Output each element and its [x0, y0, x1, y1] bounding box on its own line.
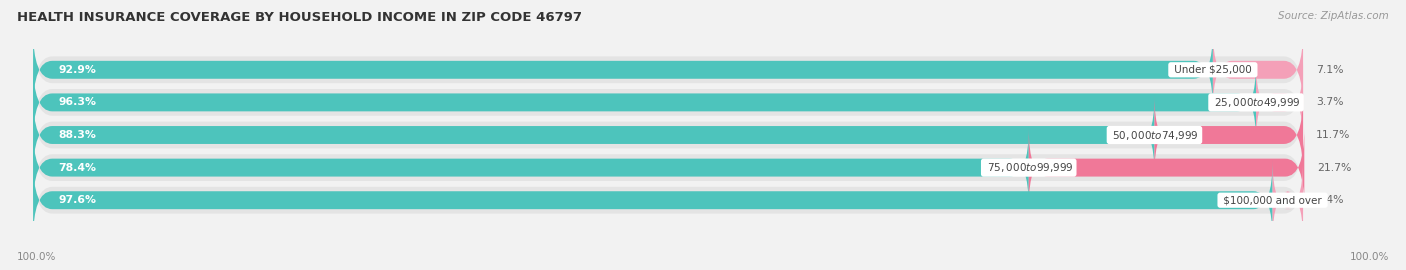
FancyBboxPatch shape [1213, 30, 1303, 110]
Text: Under $25,000: Under $25,000 [1171, 65, 1256, 75]
FancyBboxPatch shape [34, 95, 1154, 175]
Text: 92.9%: 92.9% [59, 65, 97, 75]
Text: 100.0%: 100.0% [1350, 252, 1389, 262]
Text: 78.4%: 78.4% [59, 163, 97, 173]
FancyBboxPatch shape [34, 30, 1213, 110]
Text: 96.3%: 96.3% [59, 97, 97, 107]
Text: 2.4%: 2.4% [1316, 195, 1343, 205]
FancyBboxPatch shape [34, 62, 1256, 142]
Text: 3.7%: 3.7% [1316, 97, 1343, 107]
FancyBboxPatch shape [34, 165, 1303, 236]
Text: 7.1%: 7.1% [1316, 65, 1343, 75]
Text: $25,000 to $49,999: $25,000 to $49,999 [1211, 96, 1301, 109]
Text: 21.7%: 21.7% [1317, 163, 1351, 173]
FancyBboxPatch shape [34, 128, 1029, 208]
Text: 97.6%: 97.6% [59, 195, 97, 205]
Text: Source: ZipAtlas.com: Source: ZipAtlas.com [1278, 11, 1389, 21]
FancyBboxPatch shape [1029, 128, 1305, 208]
Text: $100,000 and over: $100,000 and over [1220, 195, 1324, 205]
FancyBboxPatch shape [1154, 95, 1303, 175]
FancyBboxPatch shape [34, 99, 1303, 171]
Text: $75,000 to $99,999: $75,000 to $99,999 [984, 161, 1074, 174]
Text: 100.0%: 100.0% [17, 252, 56, 262]
FancyBboxPatch shape [34, 67, 1303, 138]
Text: HEALTH INSURANCE COVERAGE BY HOUSEHOLD INCOME IN ZIP CODE 46797: HEALTH INSURANCE COVERAGE BY HOUSEHOLD I… [17, 11, 582, 24]
FancyBboxPatch shape [1272, 160, 1303, 240]
FancyBboxPatch shape [1256, 62, 1303, 142]
Text: 88.3%: 88.3% [59, 130, 97, 140]
FancyBboxPatch shape [34, 160, 1272, 240]
FancyBboxPatch shape [34, 132, 1303, 203]
Text: $50,000 to $74,999: $50,000 to $74,999 [1109, 129, 1199, 141]
FancyBboxPatch shape [34, 34, 1303, 105]
Text: 11.7%: 11.7% [1316, 130, 1350, 140]
